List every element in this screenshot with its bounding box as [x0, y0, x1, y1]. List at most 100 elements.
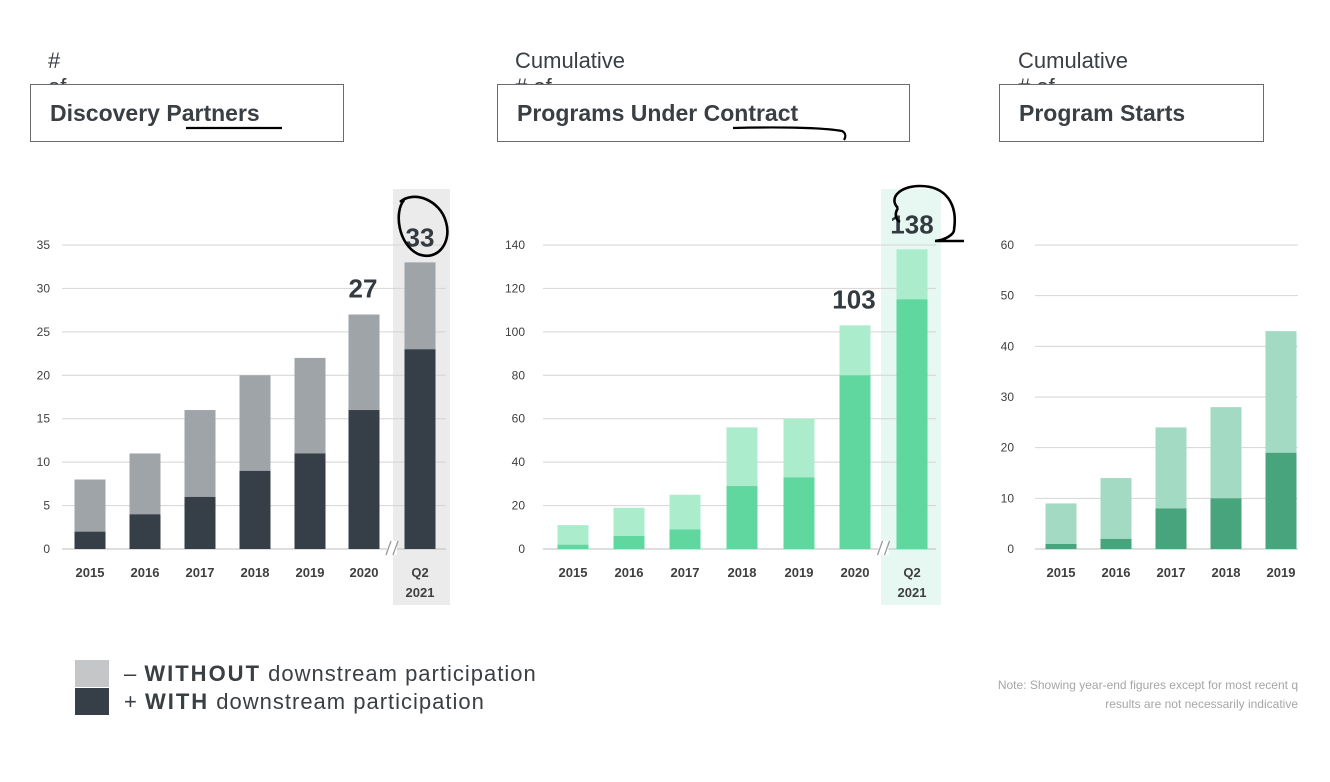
program-starts-chart: 0 10 20 30 40 50 60 2015 2016 2017 2018 2019	[1001, 238, 1298, 580]
y-tick-label: 30	[1001, 390, 1015, 404]
bar-total-callout: 103	[832, 284, 875, 314]
y-tick-label: 60	[512, 412, 526, 426]
x-tick-label: 2018	[1212, 565, 1241, 580]
bar-segment-without	[669, 494, 701, 530]
y-tick-label: 15	[37, 412, 51, 426]
x-tick-label: 2021	[898, 585, 927, 600]
axis-break-mark	[883, 540, 891, 556]
x-tick-label: 2018	[241, 565, 270, 580]
y-tick-label: 10	[1001, 491, 1015, 505]
y-tick-label: 25	[37, 325, 51, 339]
bar-segment-without	[404, 262, 436, 350]
bar-segment-without	[1210, 407, 1242, 499]
x-tick-label: 2020	[350, 565, 379, 580]
footnote-line-2: results are not necessarily indicative	[1105, 697, 1298, 711]
x-tick-label: 2015	[559, 565, 588, 580]
bar-segment-with	[839, 375, 871, 549]
bar-segment-with	[1210, 498, 1242, 549]
chart-title-part: Program Starts	[1019, 99, 1186, 126]
bar-segment-with	[129, 514, 161, 549]
y-tick-label: 20	[37, 368, 51, 382]
y-tick-label: 100	[505, 325, 525, 339]
y-tick-label: 20	[512, 499, 526, 513]
chart-title-part-emphasized: Partners	[166, 99, 260, 126]
bar-segment-with	[557, 544, 589, 549]
axis-break-mark	[392, 540, 399, 556]
x-tick-label: 2015	[76, 565, 105, 580]
bar-segment-without	[348, 314, 380, 411]
chart-title-part: Programs Under	[517, 99, 704, 126]
bar-segment-with	[1045, 543, 1077, 549]
x-tick-label: Q2	[903, 565, 920, 580]
bar-segment-with	[184, 496, 216, 549]
y-tick-label: 0	[1007, 542, 1014, 556]
bar-segment-without	[1100, 478, 1132, 539]
bar-segment-without	[239, 375, 271, 471]
chart-plot-group: 0 20 40 60 80 100 120 140 2015 2016 2017 2018 2019 20…	[505, 189, 941, 605]
footnote: Note: Showing year-end figures except fo…	[878, 676, 1298, 714]
bar-segment-without	[294, 357, 326, 454]
axis-break-mark	[876, 540, 884, 556]
bar-segment-without	[1045, 503, 1077, 544]
bar-segment-without	[129, 453, 161, 515]
legend-item-with: + WITH downstream participation	[75, 688, 485, 715]
bar-segment-with	[294, 453, 326, 549]
bar-segment-without	[783, 418, 815, 478]
bar-segment-with	[726, 486, 758, 549]
y-tick-label: 40	[512, 455, 526, 469]
y-tick-label: 50	[1001, 289, 1015, 303]
bar-segment-without	[1265, 331, 1297, 453]
bar-segment-with	[896, 299, 928, 549]
legend-swatch-with	[75, 688, 109, 715]
y-tick-label: 120	[505, 281, 525, 295]
bar-segment-without	[184, 410, 216, 497]
bar-segment-with	[1155, 508, 1187, 549]
x-tick-label: 2016	[1102, 565, 1131, 580]
chart-plot-group: 0 10 20 30 40 50 60 2015 2016 2017 2018 2019	[1001, 238, 1298, 580]
chart-title-part: Discovery	[50, 99, 167, 126]
x-tick-label: 2015	[1047, 565, 1076, 580]
y-tick-label: 35	[37, 238, 51, 252]
bar-segment-with	[783, 477, 815, 549]
bar-segment-without	[726, 427, 758, 487]
chart-plot-group: 0 5 10 15 20 25 30 35 2015 2016 2017 2018 2019 2020 27…	[37, 189, 450, 605]
discovery-partners-chart: 0 5 10 15 20 25 30 35 2015 2016 2017 2018 2019 2020 27…	[37, 189, 450, 605]
y-tick-label: 20	[1001, 441, 1015, 455]
bar-segment-with	[613, 535, 645, 549]
legend-label-without: – WITHOUT downstream participation	[124, 660, 537, 686]
x-tick-label: 2017	[1157, 565, 1186, 580]
y-tick-label: 0	[43, 542, 50, 556]
bar-segment-with	[404, 349, 436, 549]
bar-segment-with	[1100, 538, 1132, 549]
footnote-line-1: Note: Showing year-end figures except fo…	[997, 678, 1298, 692]
bar-segment-without	[557, 525, 589, 545]
x-tick-label: 2017	[671, 565, 700, 580]
axis-break-mark	[385, 540, 392, 556]
chart-title-box: Program Starts	[999, 84, 1264, 142]
y-tick-label: 10	[37, 455, 51, 469]
x-tick-label: 2019	[1267, 565, 1296, 580]
bar-segment-without	[1155, 427, 1187, 509]
legend-item-without: – WITHOUT downstream participation	[75, 660, 537, 687]
bar-segment-with	[74, 531, 106, 549]
chart-title-part-emphasized: Contract	[703, 99, 799, 126]
y-tick-label: 60	[1001, 238, 1015, 252]
x-tick-label: 2020	[841, 565, 870, 580]
programs-under-contract-chart: 0 20 40 60 80 100 120 140 2015 2016 2017 2018 2019 20…	[505, 189, 941, 605]
legend-label-with: + WITH downstream participation	[124, 688, 485, 714]
x-tick-label: 2017	[186, 565, 215, 580]
chart-title-box: Discovery Partners	[30, 84, 344, 142]
bar-total-callout: 27	[349, 273, 378, 303]
axis-break-gap	[387, 541, 397, 555]
y-tick-label: 40	[1001, 339, 1015, 353]
y-tick-label: 0	[518, 542, 525, 556]
bar-segment-without	[896, 249, 928, 300]
x-tick-label: 2021	[406, 585, 435, 600]
bar-segment-with	[669, 529, 701, 549]
bar-segment-with	[239, 470, 271, 549]
x-tick-label: 2016	[615, 565, 644, 580]
bar-segment-without	[839, 325, 871, 376]
y-tick-label: 140	[505, 238, 525, 252]
x-tick-label: Q2	[411, 565, 428, 580]
bar-segment-with	[1265, 452, 1297, 549]
